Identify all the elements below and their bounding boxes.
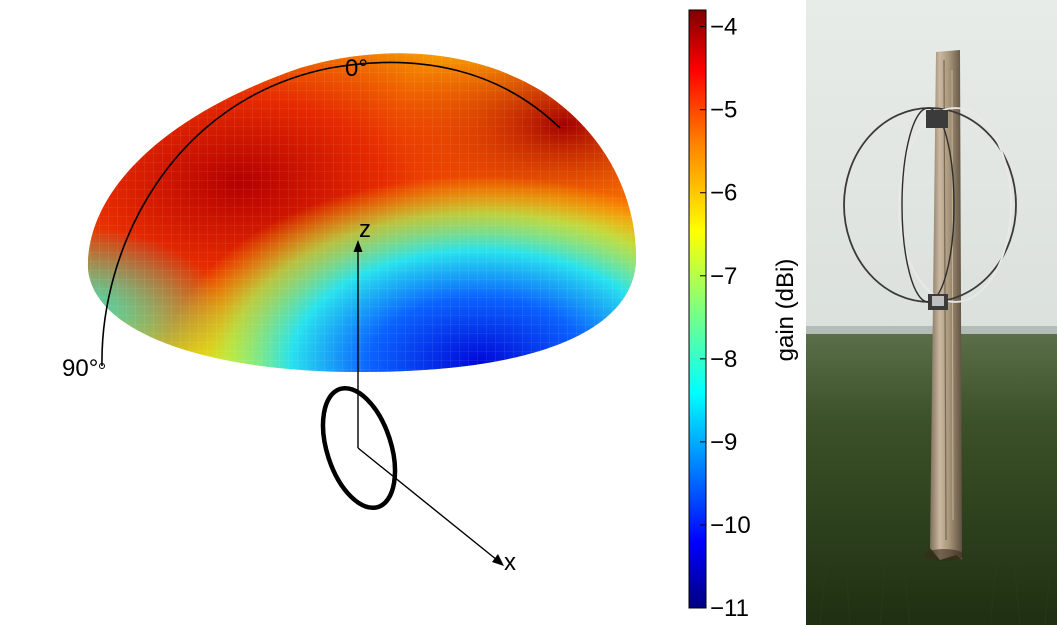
colorbar-tick-label: −6 [710,180,737,207]
loop-antenna-icon [320,385,398,511]
colorbar-tick-label: −7 [710,263,737,290]
x-axis-label: x [504,549,516,576]
colorbar-tick-label: −11 [710,595,749,622]
colorbar-ticks: −4 −5 −6 −7 −8 −9 −10 −11 [700,14,751,622]
x-axis [357,447,504,566]
colorbar-tick-label: −9 [710,429,737,456]
angle-label-0: 0° [345,55,368,82]
angle-label-90: 90° [62,355,98,382]
colorbar-tick-label: −4 [710,14,737,41]
colorbar-tick-label: −5 [710,97,737,124]
z-axis-label: z [359,216,371,243]
colorbar-gradient [688,9,707,609]
colorbar: −4 −5 −6 −7 −8 −9 −10 −11 gain (dBi) [688,9,799,622]
radiation-pattern-dome [87,53,637,372]
colorbar-label: gain (dBi) [772,259,799,362]
colorbar-tick-label: −10 [710,512,751,539]
colorbar-tick-label: −8 [710,346,737,373]
elevation-arc [99,61,561,369]
z-axis [353,240,363,448]
antenna-photo [806,0,1057,625]
